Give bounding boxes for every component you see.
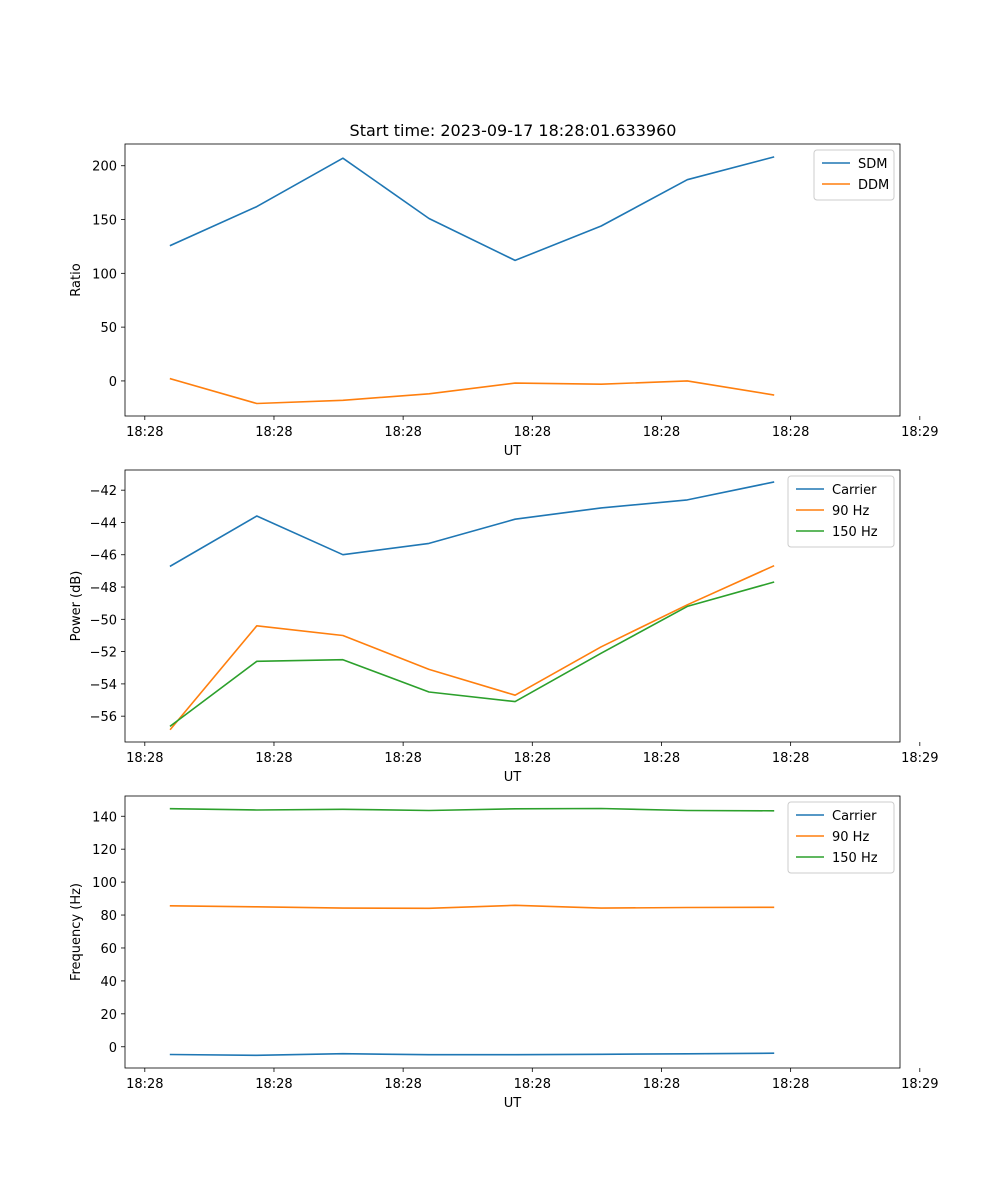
x-axis-label: UT bbox=[504, 444, 522, 459]
axes-frame bbox=[124, 469, 901, 743]
x-tick-label: 18:28 bbox=[126, 751, 163, 766]
series-line-carrier bbox=[169, 1052, 775, 1057]
legend-label: 90 Hz bbox=[832, 830, 869, 845]
y-tick-label: 20 bbox=[100, 1008, 117, 1023]
legend-box bbox=[787, 475, 895, 548]
series-line-sdm bbox=[169, 156, 775, 262]
y-tick-label: 0 bbox=[109, 375, 117, 390]
legend-label: SDM bbox=[858, 157, 887, 172]
chart-panel-1: 18:28 18:28 18:28 18:28 18:28 18:28 18:29 0 50 10… bbox=[69, 143, 939, 459]
x-tick-label: 18:28 bbox=[514, 425, 551, 440]
x-tick-label: 18:28 bbox=[255, 1077, 292, 1092]
y-tick-label: 80 bbox=[100, 909, 117, 924]
x-tick-label: 18:28 bbox=[643, 751, 680, 766]
legend-box bbox=[787, 801, 895, 874]
y-tick-label: 100 bbox=[92, 876, 117, 891]
legend-label: Carrier bbox=[832, 809, 877, 824]
series-line-90-hz bbox=[169, 564, 775, 731]
y-tick-label: −50 bbox=[90, 613, 117, 628]
y-tick-label: −44 bbox=[90, 516, 117, 531]
legend-label: 150 Hz bbox=[832, 851, 878, 866]
x-axis-label: UT bbox=[504, 1096, 522, 1111]
y-tick-label: 0 bbox=[109, 1041, 117, 1056]
chart-panel-2: 18:28 18:28 18:28 18:28 18:28 18:28 18:29 −56 −5… bbox=[69, 469, 939, 785]
y-tick-label: 50 bbox=[100, 321, 117, 336]
legend-label: 90 Hz bbox=[832, 504, 869, 519]
series-line-90-hz bbox=[169, 904, 775, 910]
x-axis-label: UT bbox=[504, 770, 522, 785]
y-tick-label: −52 bbox=[90, 646, 117, 661]
y-tick-label: −54 bbox=[90, 678, 117, 693]
y-tick-label: 140 bbox=[92, 810, 117, 825]
y-axis-label: Power (dB) bbox=[69, 571, 84, 642]
x-tick-label: 18:28 bbox=[772, 1077, 809, 1092]
y-axis-label: Frequency (Hz) bbox=[69, 883, 84, 981]
axes-frame bbox=[124, 143, 901, 417]
legend-label: Carrier bbox=[832, 483, 877, 498]
y-tick-label: 60 bbox=[100, 942, 117, 957]
x-tick-label: 18:28 bbox=[514, 751, 551, 766]
x-tick-label: 18:28 bbox=[514, 1077, 551, 1092]
chart-panel-3: 18:28 18:28 18:28 18:28 18:28 18:28 18:29 0 20 40… bbox=[69, 795, 939, 1111]
y-tick-label: 120 bbox=[92, 843, 117, 858]
series-line-ddm bbox=[169, 377, 775, 405]
figure-title: Start time: 2023-09-17 18:28:01.633960 bbox=[350, 121, 677, 140]
x-tick-label: 18:28 bbox=[772, 751, 809, 766]
y-tick-label: −48 bbox=[90, 581, 117, 596]
x-tick-label: 18:28 bbox=[126, 1077, 163, 1092]
x-tick-label: 18:28 bbox=[643, 1077, 680, 1092]
y-tick-label: 150 bbox=[92, 214, 117, 229]
y-tick-label: −46 bbox=[90, 549, 117, 564]
x-tick-label: 18:29 bbox=[901, 425, 938, 440]
legend: SDM DDM bbox=[813, 149, 895, 201]
series-line-carrier bbox=[169, 481, 775, 568]
x-tick-label: 18:28 bbox=[384, 751, 421, 766]
y-axis-label: Ratio bbox=[69, 263, 84, 296]
series-line-150-hz bbox=[169, 581, 775, 728]
x-tick-label: 18:28 bbox=[255, 751, 292, 766]
x-tick-label: 18:28 bbox=[126, 425, 163, 440]
y-tick-label: 40 bbox=[100, 975, 117, 990]
x-tick-label: 18:28 bbox=[255, 425, 292, 440]
legend-label: 150 Hz bbox=[832, 525, 878, 540]
x-tick-label: 18:29 bbox=[901, 751, 938, 766]
x-tick-label: 18:28 bbox=[384, 425, 421, 440]
legend: Carrier 90 Hz 150 Hz bbox=[787, 475, 895, 548]
x-tick-label: 18:28 bbox=[643, 425, 680, 440]
series-line-150-hz bbox=[169, 807, 775, 812]
y-tick-label: −56 bbox=[90, 710, 117, 725]
chart-panels: 18:28 18:28 18:28 18:28 18:28 18:28 18:29 0 50 10… bbox=[69, 143, 939, 1111]
x-tick-label: 18:29 bbox=[901, 1077, 938, 1092]
legend: Carrier 90 Hz 150 Hz bbox=[787, 801, 895, 874]
y-tick-label: 100 bbox=[92, 267, 117, 282]
legend-label: DDM bbox=[858, 178, 889, 193]
y-tick-label: −42 bbox=[90, 484, 117, 499]
x-tick-label: 18:28 bbox=[772, 425, 809, 440]
y-tick-label: 200 bbox=[92, 160, 117, 175]
x-tick-label: 18:28 bbox=[384, 1077, 421, 1092]
axes-frame bbox=[124, 795, 901, 1069]
